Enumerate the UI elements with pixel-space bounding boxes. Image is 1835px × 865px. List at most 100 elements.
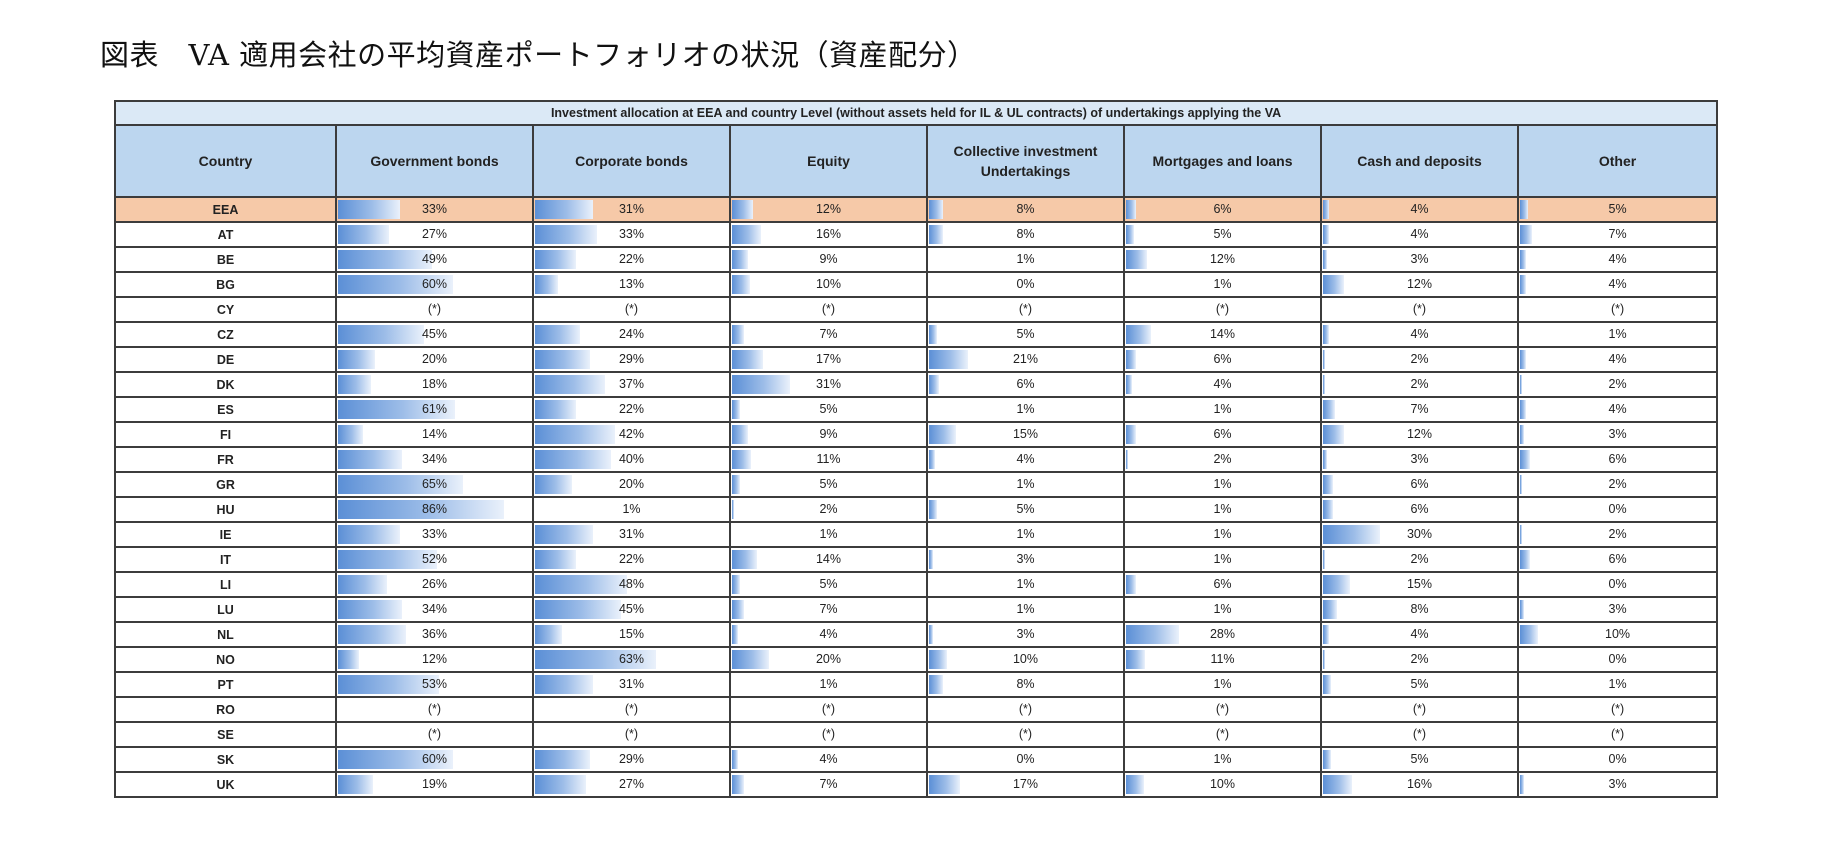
country-cell: DE (114, 346, 337, 373)
table-row: IT 52% 22% 14% 3% 1% 2% 6% (114, 546, 1719, 573)
data-bar (338, 550, 438, 569)
data-label: 14% (1209, 327, 1236, 341)
data-bar (1520, 775, 1524, 794)
value-cell-equity: 5% (729, 571, 928, 598)
data-bar (535, 250, 576, 269)
value-cell-equity: 7% (729, 771, 928, 798)
data-bar (1323, 450, 1327, 469)
value-cell-government-bonds: 65% (335, 471, 534, 498)
data-label: 22% (618, 252, 645, 266)
data-label: 4% (1608, 277, 1627, 291)
value-cell-other: 3% (1516, 421, 1719, 448)
data-label: (*) (1215, 702, 1230, 716)
data-bar (1520, 550, 1530, 569)
data-label: 1% (1016, 252, 1035, 266)
data-label: 5% (819, 402, 838, 416)
country-cell: RO (114, 696, 337, 723)
data-bar (1323, 750, 1331, 769)
value-cell-corporate-bonds: 48% (532, 571, 731, 598)
data-label: (*) (1018, 302, 1033, 316)
header-corporate-bonds: Corporate bonds (532, 124, 731, 198)
data-label: 4% (1213, 377, 1232, 391)
value-cell-equity: 14% (729, 546, 928, 573)
data-bar (1323, 250, 1327, 269)
data-label: 3% (1608, 427, 1627, 441)
data-bar (535, 625, 563, 644)
value-cell-mortgages-and-loans: (*) (1123, 696, 1322, 723)
value-cell-corporate-bonds: 31% (532, 671, 731, 698)
value-cell-other: 0% (1516, 496, 1719, 523)
table-row: SK 60% 29% 4% 0% 1% 5% 0% (114, 746, 1719, 773)
value-cell-government-bonds: 45% (335, 321, 534, 348)
value-cell-other: 0% (1516, 646, 1719, 673)
data-bar (535, 200, 594, 219)
data-label: 4% (1608, 352, 1627, 366)
value-cell-collective-investment: 6% (926, 371, 1125, 398)
data-label: 0% (1608, 752, 1627, 766)
data-label: 5% (1608, 202, 1627, 216)
data-label: 33% (421, 527, 448, 541)
data-label: 1% (1213, 477, 1232, 491)
data-bar (732, 325, 744, 344)
value-cell-equity: 31% (729, 371, 928, 398)
data-label: 8% (1016, 202, 1035, 216)
data-label: 31% (618, 677, 645, 691)
value-cell-equity: 11% (729, 446, 928, 473)
data-label: 22% (618, 402, 645, 416)
table-row: HU 86% 1% 2% 5% 1% 6% 0% (114, 496, 1719, 523)
header-country: Country (114, 124, 337, 198)
value-cell-corporate-bonds: 22% (532, 546, 731, 573)
table-header-row: Country Government bonds Corporate bonds… (114, 124, 1719, 198)
data-bar (535, 275, 559, 294)
value-cell-equity: 7% (729, 596, 928, 623)
data-label: 18% (421, 377, 448, 391)
value-cell-corporate-bonds: 24% (532, 321, 731, 348)
value-cell-corporate-bonds: (*) (532, 721, 731, 748)
data-label: 15% (618, 627, 645, 641)
country-cell: EEA (114, 196, 337, 223)
data-label: (*) (427, 727, 442, 741)
data-bar (732, 275, 750, 294)
value-cell-corporate-bonds: 63% (532, 646, 731, 673)
value-cell-collective-investment: 5% (926, 496, 1125, 523)
data-label: 20% (421, 352, 448, 366)
data-bar (535, 600, 621, 619)
value-cell-government-bonds: 52% (335, 546, 534, 573)
value-cell-collective-investment: 3% (926, 546, 1125, 573)
value-cell-collective-investment: 1% (926, 471, 1125, 498)
value-cell-corporate-bonds: 37% (532, 371, 731, 398)
country-cell: CY (114, 296, 337, 323)
value-cell-cash-and-deposits: 2% (1320, 546, 1519, 573)
value-cell-cash-and-deposits: 6% (1320, 496, 1519, 523)
data-label: 0% (1016, 752, 1035, 766)
table-row: CZ 45% 24% 7% 5% 14% 4% 1% (114, 321, 1719, 348)
value-cell-other: 6% (1516, 446, 1719, 473)
value-cell-other: 1% (1516, 671, 1719, 698)
data-label: (*) (821, 727, 836, 741)
value-cell-mortgages-and-loans: 1% (1123, 596, 1322, 623)
value-cell-other: 2% (1516, 471, 1719, 498)
value-cell-corporate-bonds: 15% (532, 621, 731, 648)
data-label: (*) (1018, 702, 1033, 716)
data-bar (535, 775, 586, 794)
value-cell-collective-investment: (*) (926, 721, 1125, 748)
value-cell-cash-and-deposits: 30% (1320, 521, 1519, 548)
value-cell-equity: 4% (729, 746, 928, 773)
data-label: 1% (1213, 402, 1232, 416)
data-label: 14% (815, 552, 842, 566)
data-label: 10% (815, 277, 842, 291)
data-label: 3% (1410, 252, 1429, 266)
data-label: 22% (618, 552, 645, 566)
data-label: 4% (819, 627, 838, 641)
data-bar (535, 375, 606, 394)
data-bar (929, 425, 957, 444)
data-label: (*) (1610, 302, 1625, 316)
data-bar (929, 650, 947, 669)
value-cell-mortgages-and-loans: 1% (1123, 271, 1322, 298)
data-label: 1% (622, 502, 641, 516)
data-label: 1% (1213, 277, 1232, 291)
value-cell-other: 3% (1516, 596, 1719, 623)
data-label: 7% (819, 777, 838, 791)
data-label: (*) (427, 702, 442, 716)
data-bar (1126, 250, 1148, 269)
